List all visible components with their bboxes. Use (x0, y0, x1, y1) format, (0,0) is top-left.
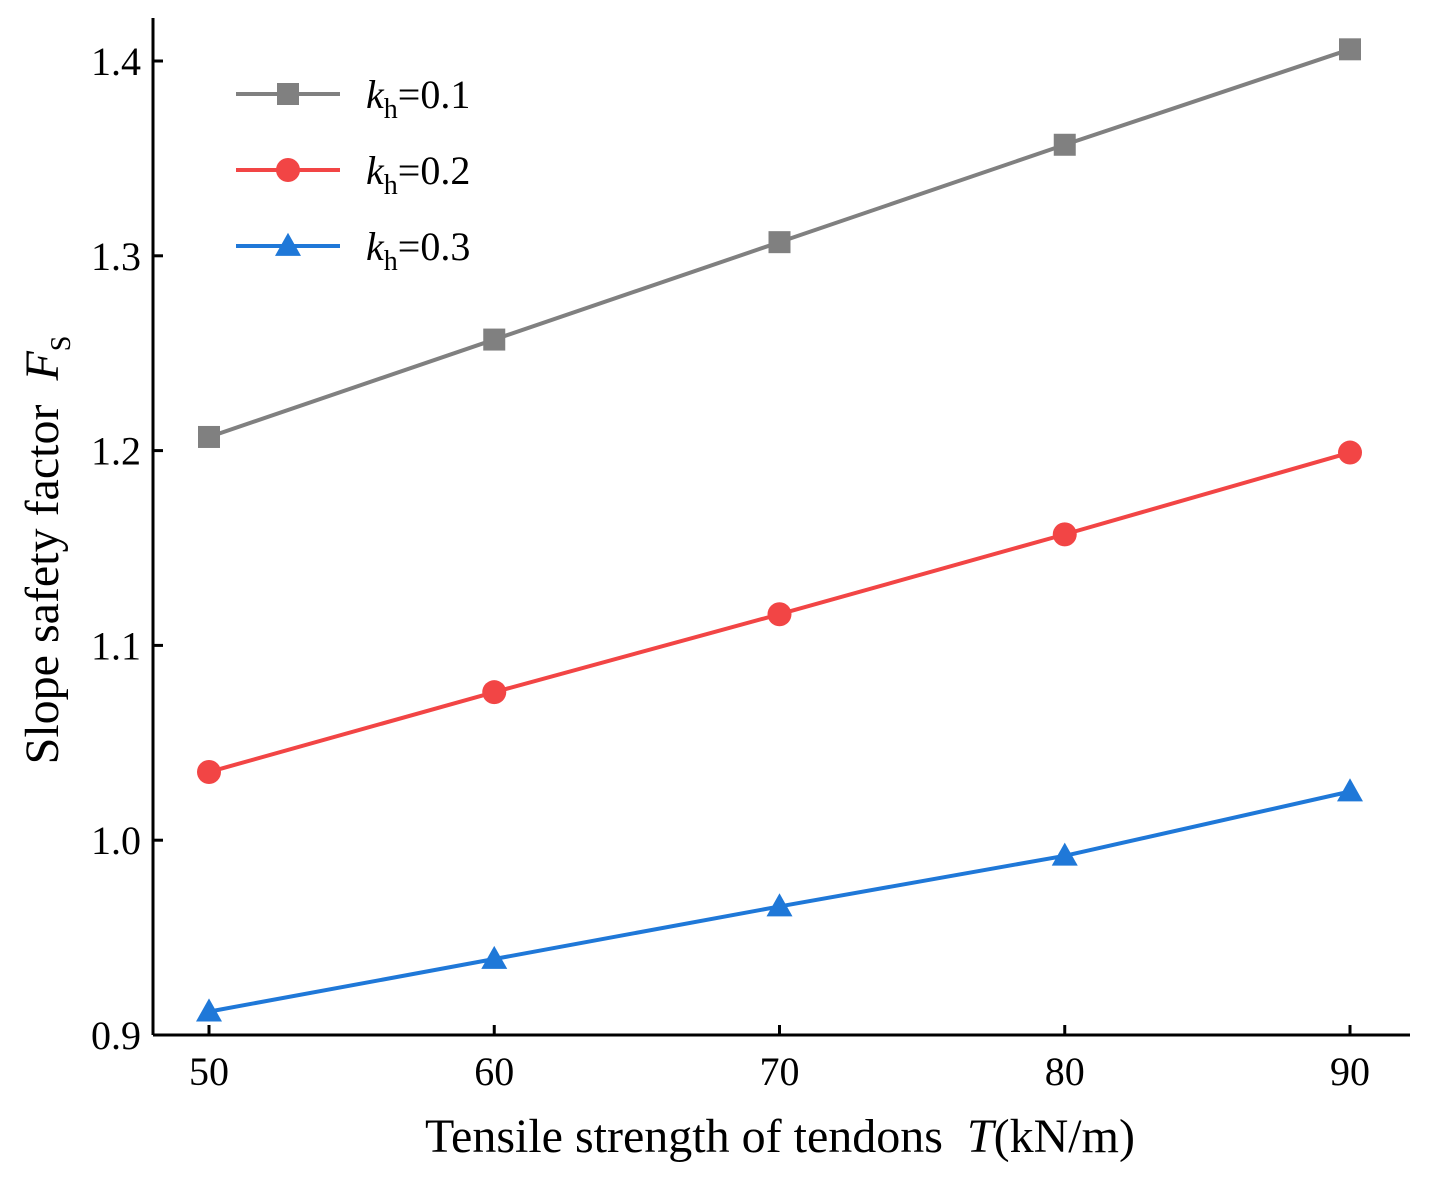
series-kh01 (198, 38, 1361, 448)
series-kh02 (197, 440, 1362, 785)
legend-item-kh03: kh=0.3 (236, 224, 470, 277)
data-point-kh01 (198, 425, 220, 448)
data-point-kh02 (197, 760, 221, 785)
legend-item-kh01: kh=0.1 (236, 72, 470, 125)
legend-item-kh02: kh=0.2 (236, 148, 470, 201)
legend-label-italic: k (366, 148, 385, 193)
x-axis-title-unit: (kN/m) (994, 1110, 1135, 1163)
legend-label: kh=0.2 (366, 148, 470, 201)
data-point-kh03 (481, 945, 508, 969)
data-point-kh02 (1052, 522, 1077, 547)
legend-marker (276, 158, 300, 182)
y-axis-title-text: Slope safety factor (16, 405, 69, 765)
data-point-kh01 (483, 328, 506, 351)
y-tick-label: 0.9 (91, 1013, 141, 1058)
data-point-kh02 (767, 602, 792, 627)
data-point-kh01 (1339, 38, 1361, 61)
x-tick-label: 50 (189, 1049, 229, 1094)
legend-label-rest: =0.2 (398, 148, 471, 193)
data-point-kh02 (482, 680, 507, 705)
legend-label-italic: k (366, 224, 385, 269)
y-axis-title: Slope safety factor FS (16, 336, 77, 765)
legend: kh=0.1kh=0.2kh=0.3 (236, 72, 470, 277)
data-point-kh03 (196, 998, 222, 1022)
legend-label-italic: k (366, 72, 385, 117)
legend-label-sub: h (384, 94, 398, 125)
legend-label-sub: h (384, 170, 398, 201)
data-point-kh03 (1051, 842, 1078, 866)
series-kh03 (196, 778, 1363, 1022)
legend-label-rest: =0.1 (398, 72, 471, 117)
data-point-kh01 (1053, 133, 1076, 156)
x-axis-title-symbol: T (967, 1110, 997, 1163)
x-axis-title: Tensile strength of tendons T(kN/m) (425, 1110, 1135, 1163)
x-tick-label: 70 (760, 1049, 800, 1094)
legend-marker (275, 232, 301, 256)
x-tick-label: 60 (474, 1049, 514, 1094)
x-tick-label: 80 (1045, 1049, 1085, 1094)
axes: 0.9 1.0 1.1 1.2 1.3 1.4 50 60 70 80 90 (91, 18, 1410, 1094)
data-point-kh02 (1338, 440, 1362, 465)
data-point-kh03 (766, 893, 793, 917)
series-layer (196, 38, 1363, 1022)
legend-label: kh=0.3 (366, 224, 470, 277)
y-tick-label: 1.0 (91, 818, 141, 863)
y-tick-label: 1.3 (91, 234, 141, 279)
y-tick-label: 1.1 (91, 623, 141, 668)
x-tick-label: 90 (1330, 1049, 1370, 1094)
data-point-kh01 (768, 231, 791, 254)
y-axis-title-subscript: S (46, 336, 77, 352)
x-axis-title-text: Tensile strength of tendons (425, 1110, 943, 1163)
y-axis-title-symbol: F (16, 351, 69, 382)
y-tick-label: 1.2 (91, 429, 141, 474)
legend-marker (277, 83, 299, 105)
y-tick-label: 1.4 (91, 39, 141, 84)
legend-label: kh=0.1 (366, 72, 470, 125)
data-point-kh03 (1337, 778, 1363, 802)
legend-label-rest: =0.3 (398, 224, 471, 269)
legend-label-sub: h (384, 246, 398, 277)
